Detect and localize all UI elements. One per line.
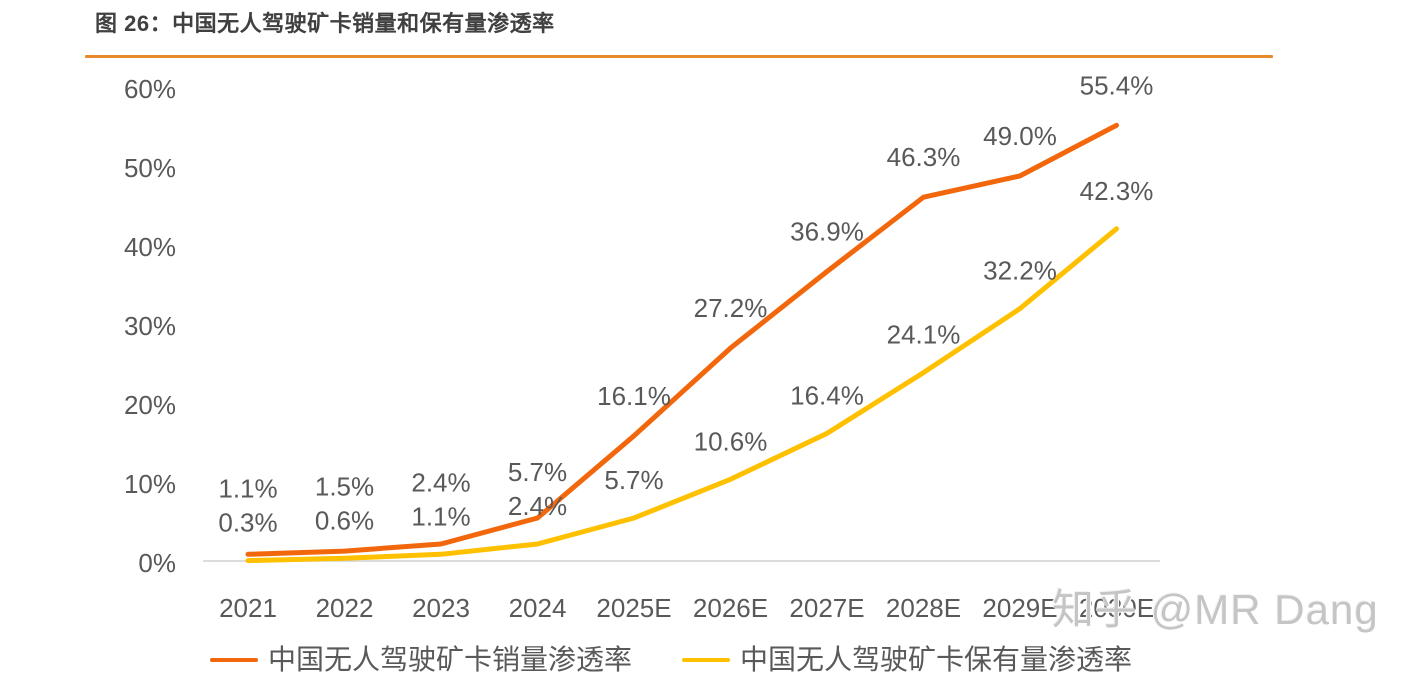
data-label-sales: 16.1% (597, 381, 671, 411)
x-tick-label: 2025E (596, 593, 671, 623)
x-tick-label: 2030E (1079, 593, 1154, 623)
legend-item-ownership: 中国无人驾驶矿卡保有量渗透率 (682, 643, 1132, 677)
data-label-ownership: 2.4% (508, 491, 567, 521)
data-label-sales: 2.4% (411, 467, 470, 497)
y-tick-label: 0% (138, 548, 176, 578)
data-label-sales: 55.4% (1080, 70, 1154, 100)
data-label-ownership: 42.3% (1080, 176, 1154, 206)
data-label-ownership: 5.7% (604, 465, 663, 495)
data-label-ownership: 0.3% (218, 508, 277, 538)
legend-item-sales: 中国无人驾驶矿卡销量渗透率 (210, 643, 632, 677)
y-tick-label: 50% (124, 153, 176, 183)
x-tick-label: 2026E (693, 593, 768, 623)
y-tick-label: 30% (124, 311, 176, 341)
data-label-ownership: 0.6% (315, 505, 374, 535)
data-label-sales: 49.0% (983, 121, 1057, 151)
y-tick-label: 10% (124, 469, 176, 499)
data-label-ownership: 16.4% (790, 380, 864, 410)
x-tick-label: 2023 (412, 593, 470, 623)
series-line-ownership (245, 226, 1119, 564)
series-line-sales (245, 122, 1119, 557)
legend-marker-sales-line (210, 657, 258, 662)
watermark-text: 知乎 @MR Dang (1052, 586, 1379, 633)
y-tick-label: 20% (124, 390, 176, 420)
figure-title: 图 26：中国无人驾驶矿卡销量和保有量渗透率 (95, 11, 555, 36)
data-label-ownership: 10.6% (694, 426, 768, 456)
y-tick-label: 60% (124, 74, 176, 104)
data-label-sales: 5.7% (508, 457, 567, 487)
data-label-ownership: 1.1% (411, 501, 470, 531)
data-label-sales: 46.3% (887, 142, 961, 172)
data-label-sales: 27.2% (694, 293, 768, 323)
data-label-sales: 36.9% (790, 216, 864, 246)
title-divider-line (85, 55, 1273, 58)
chart-legend: 中国无人驾驶矿卡销量渗透率 中国无人驾驶矿卡保有量渗透率 (0, 643, 1407, 677)
x-tick-label: 2027E (789, 593, 864, 623)
legend-label-ownership: 中国无人驾驶矿卡保有量渗透率 (740, 644, 1133, 675)
y-tick-label: 40% (124, 232, 176, 262)
x-tick-label: 2024 (509, 593, 567, 623)
data-label-ownership: 24.1% (887, 320, 961, 350)
legend-marker-ownership-line (682, 657, 731, 662)
data-label-ownership: 32.2% (983, 256, 1057, 286)
data-label-sales: 1.1% (218, 474, 277, 504)
data-label-sales: 1.5% (315, 471, 374, 501)
legend-label-sales: 中国无人驾驶矿卡销量渗透率 (268, 644, 633, 675)
x-tick-label: 2021 (219, 593, 277, 623)
penetration-line-chart: 0% 10% 20% 30% 40% 50% 60% 2021 2022 2023 2024 2025… (124, 70, 1160, 623)
x-tick-label: 2029E (982, 593, 1057, 623)
x-tick-label: 2028E (886, 593, 961, 623)
x-tick-label: 2022 (316, 593, 374, 623)
